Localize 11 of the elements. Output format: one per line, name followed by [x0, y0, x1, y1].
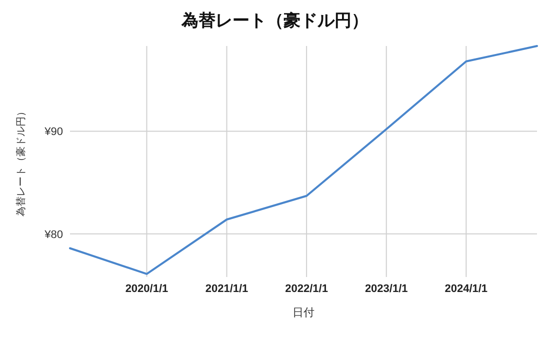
- y-tick-label: ¥80: [44, 228, 63, 241]
- chart-title: 為替レート（豪ドル円）: [180, 11, 368, 30]
- y-axis-title: 為替レート（豪ドル円）: [15, 106, 27, 216]
- x-tick-label: 2020/1/1: [125, 283, 168, 295]
- x-tick-label: 2023/1/1: [364, 283, 408, 295]
- line-series: [69, 45, 538, 275]
- x-tick-label: 2022/1/1: [285, 283, 328, 295]
- x-tick-label: 2021/1/1: [205, 283, 248, 295]
- x-tick-label: 2024/1/1: [444, 283, 488, 295]
- y-tick-label: ¥90: [44, 126, 63, 138]
- x-axis-title: 日付: [292, 307, 314, 319]
